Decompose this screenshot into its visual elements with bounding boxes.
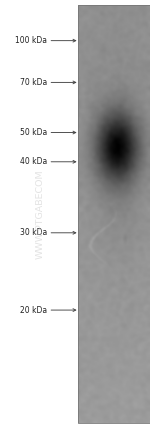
Text: 30 kDa: 30 kDa <box>20 228 47 237</box>
Text: 50 kDa: 50 kDa <box>20 128 47 137</box>
Text: WWW.PTGABECOM: WWW.PTGABECOM <box>36 169 45 259</box>
Text: 70 kDa: 70 kDa <box>20 78 47 87</box>
Text: 40 kDa: 40 kDa <box>20 157 47 166</box>
Text: 20 kDa: 20 kDa <box>20 306 47 315</box>
Text: 100 kDa: 100 kDa <box>15 36 47 45</box>
